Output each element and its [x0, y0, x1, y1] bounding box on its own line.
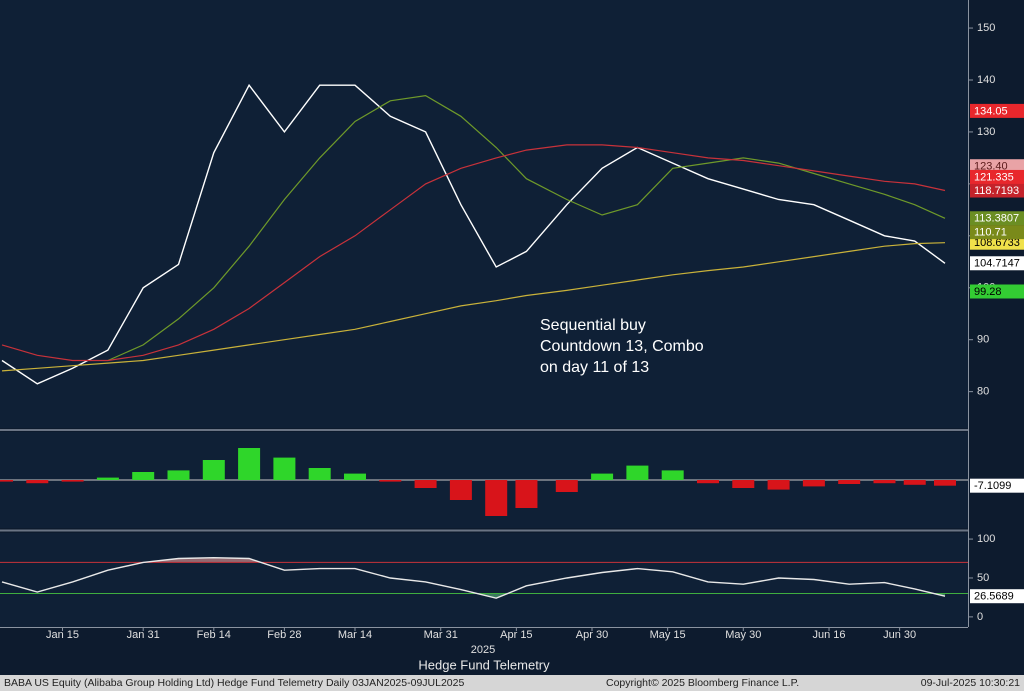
- histogram-bar: [238, 448, 261, 480]
- histogram-bar: [449, 480, 472, 500]
- histogram-bar: [767, 480, 790, 490]
- series-line: [1, 83, 946, 385]
- value-tag: [970, 589, 1024, 604]
- histogram-bar: [934, 480, 956, 486]
- histogram-bar: [132, 472, 155, 480]
- x-axis-year: 2025: [471, 644, 495, 656]
- value-tag-label: 121.335: [974, 171, 1014, 183]
- y-tick-label: 130: [977, 126, 995, 138]
- histogram-bar: [379, 480, 402, 482]
- y-tick-label: 90: [977, 334, 989, 346]
- histogram-bar: [202, 460, 225, 480]
- value-tag: [970, 235, 1024, 250]
- plot: 8090100110120130140150104.7147113.380711…: [0, 22, 1024, 641]
- value-tag-label: 104.7147: [974, 258, 1020, 270]
- value-tag-label: 99.28: [974, 286, 1002, 298]
- value-tag-label: 123.40: [974, 161, 1008, 173]
- histogram-bar: [626, 465, 649, 480]
- histogram-bar: [167, 470, 190, 480]
- histogram-bar: [838, 480, 861, 484]
- footer-left: BABA US Equity (Alibaba Group Holding Lt…: [4, 677, 464, 689]
- histogram-bar: [343, 473, 366, 480]
- x-tick-label: May 15: [650, 629, 686, 641]
- histogram-bar: [732, 480, 755, 488]
- y-tick-label: 140: [977, 74, 995, 86]
- footer-center: Copyright© 2025 Bloomberg Finance L.P.: [606, 677, 799, 689]
- histogram-bar: [61, 480, 84, 482]
- x-tick-label: May 30: [725, 629, 761, 641]
- series-line: [1, 242, 946, 372]
- value-tag: [970, 284, 1024, 299]
- price-panel: [0, 0, 968, 428]
- histogram-bar: [26, 480, 49, 484]
- histogram-bar: [308, 468, 331, 480]
- annotation: Sequential buy: [540, 317, 646, 334]
- histogram-bar: [96, 477, 119, 480]
- value-tag: [970, 103, 1024, 118]
- value-tag-label: 113.3807: [974, 213, 1019, 225]
- value-tag-label: -7.1099: [974, 480, 1011, 492]
- x-tick-label: Apr 15: [500, 629, 532, 641]
- histogram-bar: [515, 480, 538, 508]
- x-tick-label: Apr 30: [576, 629, 608, 641]
- value-tag: [970, 183, 1024, 198]
- value-tag: [970, 478, 1024, 493]
- x-tick-label: Jun 30: [883, 629, 916, 641]
- y-tick-label: 80: [977, 386, 989, 398]
- y-tick-label: 100: [977, 533, 995, 545]
- histogram-bar: [0, 480, 13, 482]
- y-tick-label: 150: [977, 22, 995, 34]
- value-tag-label: 134.05: [974, 105, 1008, 117]
- value-tag: [970, 169, 1024, 184]
- y-tick-label: 0: [977, 611, 983, 623]
- histogram-bar: [802, 480, 825, 487]
- histogram-bar: [873, 480, 896, 484]
- histogram-bar: [414, 480, 437, 488]
- annotation: Countdown 13, Combo: [540, 338, 704, 355]
- value-tag-label: 118.7193: [974, 185, 1019, 197]
- value-tag: [970, 211, 1024, 226]
- value-tag: [970, 159, 1024, 174]
- x-tick-label: Feb 28: [267, 629, 301, 641]
- value-tag-label: 26.5689: [974, 591, 1014, 603]
- histogram-bar: [661, 470, 684, 480]
- value-tag: [970, 256, 1024, 271]
- histogram-bar: [555, 480, 578, 492]
- caption: Hedge Fund Telemetry: [418, 657, 550, 672]
- rsi-panel: [0, 533, 968, 627]
- footer-bar: [0, 675, 1024, 691]
- x-tick-label: Mar 14: [338, 629, 372, 641]
- series-line: [1, 144, 946, 362]
- series-line: [107, 94, 946, 362]
- footer-right: 09-Jul-2025 10:30:21: [921, 677, 1020, 689]
- x-tick-label: Mar 31: [424, 629, 458, 641]
- annotation: on day 11 of 13: [540, 359, 649, 376]
- histogram-bar: [273, 457, 296, 480]
- histogram-bar: [696, 480, 719, 484]
- series-line: [1, 556, 946, 599]
- histogram-bar: [591, 473, 614, 480]
- value-tag: [970, 225, 1024, 240]
- histogram-bar: [903, 480, 926, 485]
- histogram-bar: [485, 480, 508, 516]
- y-tick-label: 50: [977, 572, 989, 584]
- value-tag-label: 108.6733: [974, 237, 1020, 249]
- x-tick-label: Jan 15: [46, 629, 79, 641]
- x-tick-label: Feb 14: [197, 629, 231, 641]
- x-tick-label: Jun 16: [813, 629, 846, 641]
- x-tick-label: Jan 31: [127, 629, 160, 641]
- value-tag-label: 110.71: [974, 227, 1007, 239]
